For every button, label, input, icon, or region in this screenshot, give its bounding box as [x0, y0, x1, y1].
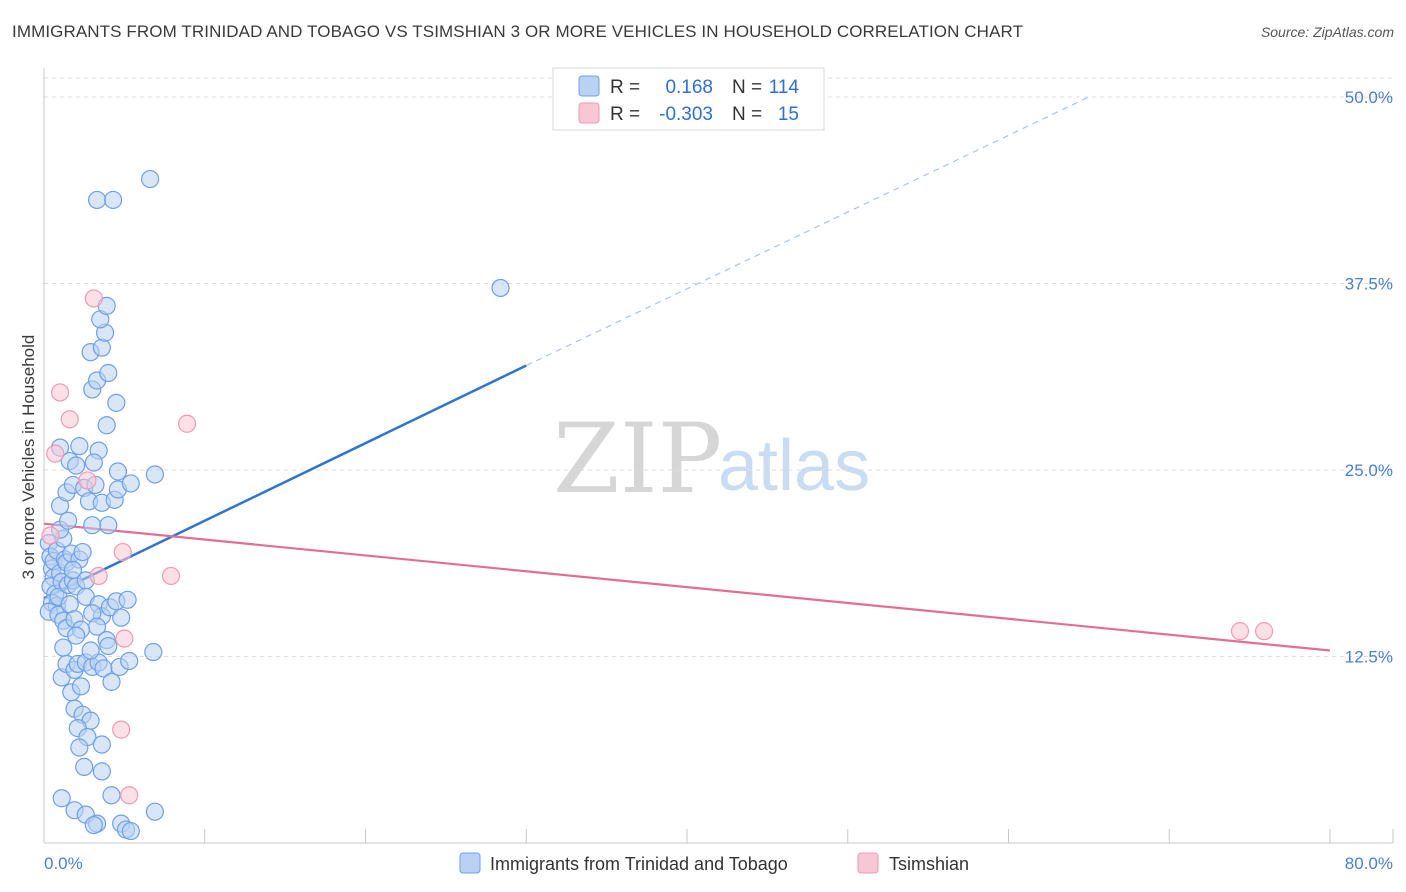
point-trinidad: [84, 453, 103, 472]
y-axis-title: 3 or more Vehicles in Household: [19, 335, 38, 580]
point-trinidad: [67, 456, 86, 475]
point-trinidad: [75, 757, 94, 777]
point-trinidad: [112, 608, 131, 627]
axes: [43, 68, 1394, 844]
point-tsimshian: [113, 542, 132, 562]
watermark-zip: ZIP: [553, 403, 722, 515]
y-tick-label: 12.5%: [1345, 648, 1393, 667]
legend-r-label-2: R =: [610, 104, 640, 125]
point-trinidad: [54, 638, 73, 657]
point-trinidad: [87, 190, 107, 210]
series-legend-swatch-blue: [459, 852, 481, 874]
point-trinidad: [92, 338, 111, 357]
y-tick-label: 50.0%: [1345, 88, 1393, 107]
point-tsimshian: [112, 720, 131, 739]
point-trinidad: [59, 511, 78, 530]
tick-labels: 12.5% 25.0% 37.5% 50.0%: [1345, 88, 1393, 667]
point-trinidad: [99, 516, 118, 535]
point-trinidad: [83, 516, 102, 535]
point-trinidad: [63, 560, 83, 580]
point-trinidad: [92, 762, 111, 781]
point-trinidad: [92, 735, 111, 754]
point-tsimshian: [78, 471, 97, 490]
data-points: [39, 169, 1274, 841]
point-trinidad: [70, 738, 89, 757]
point-trinidad: [52, 789, 71, 808]
point-tsimshian: [161, 566, 181, 586]
point-tsimshian: [1254, 622, 1274, 641]
trend-line-tsimshian: [43, 522, 1331, 652]
legend-n-label-2: N =: [732, 104, 762, 125]
chart-title: IMMIGRANTS FROM TRINIDAD AND TOBAGO VS T…: [12, 22, 1024, 41]
point-tsimshian: [1230, 622, 1250, 641]
point-trinidad: [84, 815, 103, 835]
legend-swatch-blue: [578, 75, 600, 97]
legend-r-value-2: -0.303: [659, 104, 713, 125]
series-legend: Immigrants from Trinidad and Tobago Tsim…: [459, 852, 969, 874]
point-trinidad: [107, 393, 126, 412]
x-tick-left: 0.0%: [44, 854, 83, 873]
correlation-legend: R = 0.168 N = 114 R = -0.303 N = 15: [552, 67, 825, 131]
legend-r-value-1: 0.168: [665, 77, 713, 98]
point-trinidad: [81, 641, 100, 660]
series-legend-swatch-pink: [857, 852, 879, 874]
x-tick-right: 80.0%: [1345, 854, 1393, 873]
point-trinidad: [140, 169, 160, 189]
legend-n-value-1: 114: [769, 77, 800, 98]
point-trinidad: [71, 677, 91, 696]
point-trinidad: [118, 590, 137, 609]
series-legend-label-2: Tsimshian: [889, 854, 969, 874]
point-trinidad: [102, 786, 121, 805]
y-tick-label: 37.5%: [1345, 275, 1393, 294]
gridlines: [44, 77, 1393, 657]
point-trinidad: [145, 802, 165, 821]
point-trinidad: [99, 636, 118, 656]
point-trinidad: [145, 465, 165, 484]
point-tsimshian: [41, 526, 60, 545]
point-tsimshian: [115, 629, 134, 648]
trend-line-trinidad-extension: [525, 96, 1090, 367]
point-trinidad: [99, 363, 118, 383]
point-trinidad: [67, 626, 86, 645]
point-tsimshian: [120, 786, 139, 805]
point-trinidad: [121, 474, 140, 493]
point-tsimshian: [60, 410, 79, 429]
trend-lines: [43, 96, 1331, 652]
point-tsimshian: [177, 414, 197, 433]
point-trinidad: [120, 651, 139, 671]
point-trinidad: [70, 437, 89, 456]
point-tsimshian: [89, 566, 108, 586]
point-trinidad: [144, 642, 163, 662]
legend-n-value-2: 15: [778, 104, 799, 125]
series-legend-label-1: Immigrants from Trinidad and Tobago: [490, 854, 788, 874]
point-tsimshian: [50, 383, 70, 402]
point-trinidad: [97, 416, 116, 435]
legend-n-label-1: N =: [732, 77, 762, 98]
point-tsimshian: [84, 289, 103, 308]
legend-swatch-pink: [578, 102, 600, 124]
y-tick-label: 25.0%: [1345, 461, 1393, 480]
point-trinidad: [73, 542, 92, 562]
point-trinidad: [102, 672, 121, 691]
point-trinidad: [108, 462, 128, 481]
point-trinidad: [491, 278, 510, 298]
source-label: Source: ZipAtlas.com: [1260, 24, 1394, 40]
point-trinidad: [104, 190, 123, 210]
legend-r-label-1: R =: [610, 77, 640, 98]
point-trinidad: [121, 821, 140, 841]
point-tsimshian: [46, 444, 65, 463]
watermark-atlas: atlas: [718, 426, 870, 506]
